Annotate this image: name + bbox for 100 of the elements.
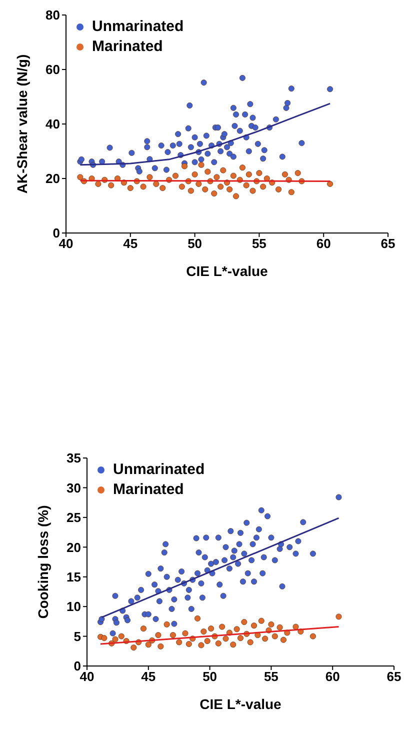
- point: [294, 170, 301, 176]
- point: [182, 630, 188, 636]
- point: [164, 621, 170, 628]
- y-axis-title: AK-Shear value (N/g): [14, 54, 30, 194]
- point: [140, 184, 146, 190]
- point: [192, 171, 198, 178]
- point: [112, 636, 118, 642]
- point: [226, 186, 233, 192]
- point: [327, 180, 334, 187]
- y-tick-label: 10: [66, 599, 81, 614]
- legend-label: Marinated: [113, 480, 184, 500]
- y-tick-label: 30: [66, 480, 81, 496]
- point: [108, 182, 114, 188]
- point: [247, 639, 254, 646]
- point: [233, 193, 240, 200]
- point: [218, 184, 224, 190]
- point: [276, 186, 282, 192]
- point: [77, 174, 84, 180]
- y-axis-title: Cooking loss (%): [34, 505, 51, 619]
- point: [211, 190, 218, 196]
- x-tick-label: 50: [202, 669, 218, 684]
- point: [186, 641, 192, 648]
- x-tick-label: 65: [380, 236, 396, 252]
- y-tick-label: 0: [74, 658, 81, 674]
- point: [292, 624, 299, 630]
- point: [140, 626, 146, 632]
- y-tick-label: 40: [46, 116, 60, 132]
- point: [256, 170, 262, 176]
- point: [239, 164, 246, 171]
- point: [200, 628, 207, 635]
- point: [127, 185, 134, 192]
- point: [202, 186, 208, 192]
- point: [158, 643, 164, 650]
- y-tick-label: 60: [46, 62, 60, 78]
- x-tick-label: 60: [316, 236, 331, 252]
- point: [219, 624, 226, 630]
- point: [250, 188, 256, 194]
- x-axis-title: CIE L*-value: [200, 696, 282, 712]
- point: [101, 635, 108, 642]
- point: [243, 182, 250, 188]
- point: [222, 636, 229, 642]
- y-tick-label: 0: [52, 226, 60, 241]
- legend-label: Unmarinated: [92, 17, 184, 37]
- y-tick-label: 5: [74, 628, 81, 644]
- point: [204, 638, 210, 644]
- x-tick-label: 55: [252, 236, 266, 252]
- point: [268, 621, 274, 628]
- legend-label: Marinated: [92, 37, 163, 57]
- point: [172, 172, 178, 179]
- x-tick-label: 45: [123, 236, 138, 252]
- point: [204, 168, 211, 175]
- point: [145, 642, 152, 648]
- y-tick-label: 80: [46, 8, 60, 23]
- point: [310, 633, 316, 640]
- y-tick-label: 20: [66, 540, 81, 555]
- point: [276, 624, 283, 630]
- x-tick-label: 50: [188, 236, 202, 252]
- point: [130, 644, 137, 651]
- point: [198, 642, 204, 648]
- point: [160, 185, 166, 192]
- point: [258, 618, 264, 624]
- point: [198, 162, 204, 168]
- point: [146, 174, 153, 180]
- point: [282, 171, 288, 178]
- y-tick-label: 15: [66, 569, 81, 584]
- point: [194, 615, 201, 622]
- point: [234, 626, 240, 632]
- point: [246, 171, 252, 178]
- y-tick-label: 35: [66, 450, 81, 466]
- point: [220, 167, 226, 174]
- point: [176, 639, 182, 646]
- point: [272, 633, 278, 640]
- point: [260, 184, 266, 190]
- point: [181, 163, 188, 170]
- point: [95, 180, 102, 187]
- point: [170, 632, 176, 638]
- y-tick-label: 25: [66, 510, 81, 526]
- point: [288, 189, 294, 196]
- point: [262, 636, 268, 642]
- x-axis-title: CIE L*-value: [186, 263, 268, 279]
- point: [215, 640, 222, 646]
- x-tick-label: 55: [264, 669, 278, 684]
- point: [241, 619, 248, 626]
- point: [251, 622, 258, 629]
- legend-label: Unmarinated: [113, 460, 205, 480]
- point: [188, 188, 194, 194]
- x-tick-label: 65: [386, 669, 402, 684]
- point: [214, 174, 220, 180]
- point: [208, 626, 214, 632]
- point: [118, 633, 124, 640]
- point: [230, 172, 236, 179]
- point: [178, 184, 185, 190]
- x-tick-label: 60: [325, 669, 340, 684]
- point: [238, 635, 244, 642]
- point: [280, 636, 286, 643]
- point: [230, 642, 236, 648]
- x-tick-label: 45: [141, 669, 156, 684]
- point: [155, 632, 162, 638]
- y-tick-label: 20: [46, 171, 60, 186]
- point: [336, 614, 342, 620]
